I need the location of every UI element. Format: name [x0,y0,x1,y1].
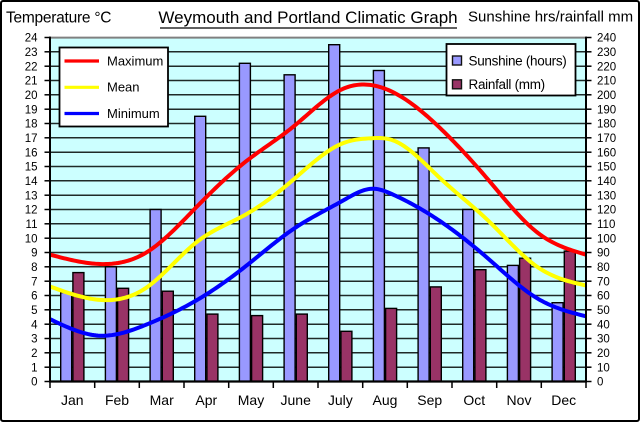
svg-text:6: 6 [31,291,37,303]
svg-text:24: 24 [25,33,38,45]
svg-text:100: 100 [597,233,616,245]
svg-text:22: 22 [25,61,38,73]
svg-text:Mean: Mean [107,80,140,95]
svg-text:June: June [281,392,312,408]
svg-text:80: 80 [597,262,610,274]
svg-text:120: 120 [597,205,616,217]
svg-text:Rainfall (mm): Rainfall (mm) [469,77,545,92]
svg-text:Maximum: Maximum [107,53,163,68]
svg-text:Nov: Nov [507,392,532,408]
svg-text:70: 70 [597,276,610,288]
svg-text:230: 230 [597,47,616,59]
svg-text:40: 40 [597,319,610,331]
svg-text:150: 150 [597,162,616,174]
svg-text:110: 110 [597,219,615,231]
svg-text:4: 4 [31,319,38,331]
svg-text:10: 10 [597,362,610,374]
svg-text:10: 10 [25,233,38,245]
svg-text:Sep: Sep [417,392,442,408]
svg-text:13: 13 [25,190,38,202]
svg-text:90: 90 [597,248,610,260]
svg-text:Sunshine (hours): Sunshine (hours) [469,53,567,68]
svg-text:14: 14 [25,176,38,188]
svg-text:15: 15 [25,162,38,174]
svg-text:Sunshine hrs/rainfall mm: Sunshine hrs/rainfall mm [468,9,633,26]
svg-text:170: 170 [597,133,616,145]
svg-text:130: 130 [597,190,616,202]
svg-text:16: 16 [25,147,38,159]
svg-text:Mar: Mar [150,392,174,408]
svg-text:Jan: Jan [61,392,84,408]
svg-text:220: 220 [597,61,616,73]
svg-text:140: 140 [597,176,616,188]
svg-text:Weymouth and Portland Climatic: Weymouth and Portland Climatic Graph [158,8,457,27]
svg-text:200: 200 [597,90,616,102]
svg-text:12: 12 [25,205,38,217]
svg-text:5: 5 [31,305,37,317]
svg-text:180: 180 [597,119,616,131]
svg-text:7: 7 [31,276,37,288]
svg-text:50: 50 [597,305,610,317]
svg-text:0: 0 [31,377,37,389]
svg-text:11: 11 [26,219,38,231]
svg-text:17: 17 [25,133,38,145]
svg-text:May: May [238,392,264,408]
svg-text:0: 0 [597,377,603,389]
svg-text:Dec: Dec [551,392,576,408]
svg-text:Aug: Aug [373,392,398,408]
svg-text:60: 60 [597,291,610,303]
svg-text:Feb: Feb [105,392,129,408]
svg-text:July: July [328,392,353,408]
svg-text:2: 2 [31,348,37,360]
svg-text:23: 23 [25,47,38,59]
svg-text:30: 30 [597,334,610,346]
svg-text:Oct: Oct [463,392,485,408]
svg-text:Apr: Apr [195,392,217,408]
svg-text:8: 8 [31,262,37,274]
svg-text:9: 9 [31,248,37,260]
svg-text:240: 240 [597,33,616,45]
svg-text:Minimum: Minimum [107,106,160,121]
svg-text:210: 210 [597,76,616,88]
svg-text:190: 190 [597,104,616,116]
svg-text:160: 160 [597,147,616,159]
svg-text:3: 3 [31,334,37,346]
svg-text:21: 21 [25,76,38,88]
svg-text:19: 19 [25,104,38,116]
svg-text:18: 18 [25,119,38,131]
svg-text:1: 1 [31,362,37,374]
svg-text:Temperature °C: Temperature °C [6,10,111,27]
svg-text:20: 20 [25,90,38,102]
svg-text:20: 20 [597,348,610,360]
